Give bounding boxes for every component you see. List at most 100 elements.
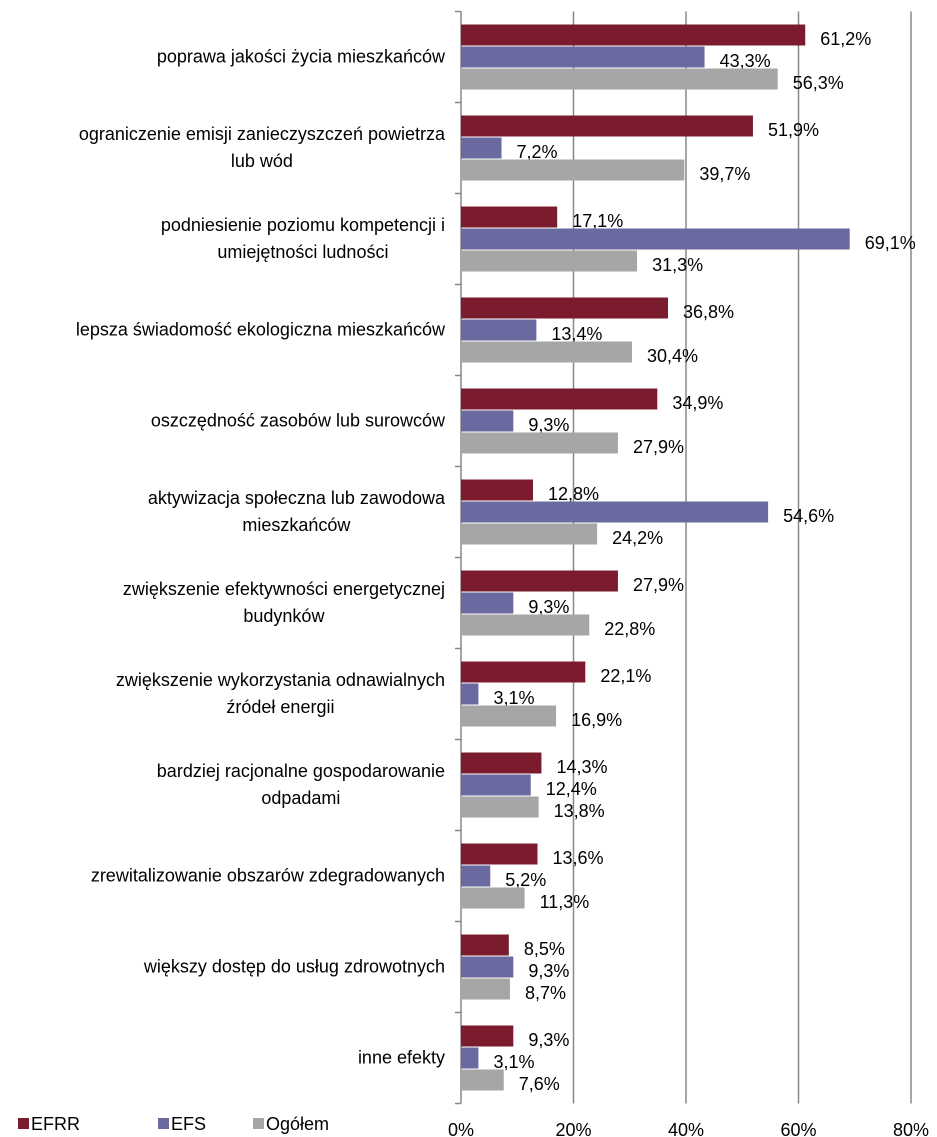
bar xyxy=(461,115,753,137)
legend-swatch xyxy=(253,1118,264,1129)
bar xyxy=(461,752,542,774)
category-label: zrewitalizowanie obszarów zdegradowanych xyxy=(91,863,445,890)
bar xyxy=(461,523,598,545)
value-label: 43,3% xyxy=(720,51,771,71)
category-label: zwiększenie wykorzystania odnawialnych ź… xyxy=(116,667,445,721)
x-tick-label: 60% xyxy=(780,1120,816,1137)
x-tick-label: 20% xyxy=(555,1120,591,1137)
bar xyxy=(461,341,632,363)
bar xyxy=(461,24,806,46)
bar xyxy=(461,410,514,432)
category-label: lepsza świadomość ekologiczna mieszkańcó… xyxy=(76,317,445,344)
legend-label: Ogółem xyxy=(266,1114,329,1134)
value-label: 36,8% xyxy=(683,302,734,322)
value-label: 61,2% xyxy=(820,29,871,49)
value-label: 34,9% xyxy=(672,393,723,413)
x-tick-label: 40% xyxy=(668,1120,704,1137)
bar xyxy=(461,250,638,272)
bar xyxy=(461,432,618,454)
bar xyxy=(461,1069,504,1091)
bar xyxy=(461,319,537,341)
category-text: podniesienie poziomu kompetencji i umiej… xyxy=(160,215,445,262)
value-label: 12,4% xyxy=(546,779,597,799)
value-label: 69,1% xyxy=(865,233,916,253)
value-label: 51,9% xyxy=(768,120,819,140)
bar xyxy=(461,843,538,865)
value-label: 17,1% xyxy=(572,211,623,231)
bar xyxy=(461,137,502,159)
value-label: 13,4% xyxy=(551,324,602,344)
category-label: większy dostęp do usług zdrowotnych xyxy=(144,954,445,981)
category-text: inne efekty xyxy=(357,1047,445,1068)
bar xyxy=(461,570,618,592)
bar xyxy=(461,1047,479,1069)
category-label: poprawa jakości życia mieszkańców xyxy=(157,44,445,71)
category-label: bardziej racjonalne gospodarowanie odpad… xyxy=(157,758,445,812)
legend-swatch xyxy=(158,1118,169,1129)
category-text: oszczędność zasobów lub surowców xyxy=(150,410,445,431)
bar xyxy=(461,68,778,90)
category-text: aktywizacja społeczna lub zawodowa miesz… xyxy=(147,488,445,535)
bar xyxy=(461,705,557,727)
value-label: 9,3% xyxy=(528,415,569,435)
category-text: zwiększenie wykorzystania odnawialnych ź… xyxy=(115,670,445,717)
bar xyxy=(461,956,514,978)
bar xyxy=(461,796,539,818)
value-label: 27,9% xyxy=(633,437,684,457)
category-text: zrewitalizowanie obszarów zdegradowanych xyxy=(90,865,445,886)
value-label: 27,9% xyxy=(633,575,684,595)
bar xyxy=(461,228,850,250)
legend-label: EFRR xyxy=(31,1114,80,1134)
value-label: 9,3% xyxy=(528,1030,569,1050)
value-label: 13,8% xyxy=(554,801,605,821)
x-tick-label: 80% xyxy=(893,1120,929,1137)
value-label: 9,3% xyxy=(528,597,569,617)
category-label: oszczędność zasobów lub surowców xyxy=(151,408,445,435)
bar xyxy=(461,479,533,501)
category-label: zwiększenie efektywności energetycznej b… xyxy=(123,576,445,630)
bar xyxy=(461,501,769,523)
bar xyxy=(461,683,479,705)
category-text: zwiększenie efektywności energetycznej b… xyxy=(122,579,445,626)
value-label: 12,8% xyxy=(548,484,599,504)
value-label: 9,3% xyxy=(528,961,569,981)
bar xyxy=(461,774,531,796)
value-label: 7,6% xyxy=(519,1074,560,1094)
legend-label: EFS xyxy=(171,1114,206,1134)
category-label: ograniczenie emisji zanieczyszczeń powie… xyxy=(79,121,445,175)
category-text: większy dostęp do usług zdrowotnych xyxy=(143,956,445,977)
bar xyxy=(461,614,590,636)
category-text: poprawa jakości życia mieszkańców xyxy=(156,46,445,67)
value-label: 54,6% xyxy=(783,506,834,526)
category-text: ograniczenie emisji zanieczyszczeń powie… xyxy=(78,124,445,171)
value-label: 31,3% xyxy=(652,255,703,275)
value-label: 11,3% xyxy=(540,892,590,912)
value-label: 8,5% xyxy=(524,939,565,959)
bar xyxy=(461,661,586,683)
bar xyxy=(461,46,705,68)
value-label: 8,7% xyxy=(525,983,566,1003)
value-label: 16,9% xyxy=(571,710,622,730)
value-label: 30,4% xyxy=(647,346,698,366)
value-label: 14,3% xyxy=(556,757,607,777)
value-label: 56,3% xyxy=(793,73,844,93)
category-label: podniesienie poziomu kompetencji i umiej… xyxy=(161,212,445,266)
bar xyxy=(461,206,558,228)
value-label: 3,1% xyxy=(493,1052,534,1072)
bar xyxy=(461,388,658,410)
value-label: 22,1% xyxy=(600,666,651,686)
value-label: 39,7% xyxy=(699,164,750,184)
bar xyxy=(461,592,514,614)
bar xyxy=(461,934,509,956)
value-label: 13,6% xyxy=(553,848,604,868)
category-text: bardziej racjonalne gospodarowanie odpad… xyxy=(156,761,445,808)
bar xyxy=(461,865,491,887)
bar xyxy=(461,159,685,181)
value-label: 5,2% xyxy=(505,870,546,890)
value-label: 24,2% xyxy=(612,528,663,548)
bar xyxy=(461,1025,514,1047)
category-text: lepsza świadomość ekologiczna mieszkańcó… xyxy=(75,319,445,340)
x-tick-label: 0% xyxy=(448,1120,474,1137)
